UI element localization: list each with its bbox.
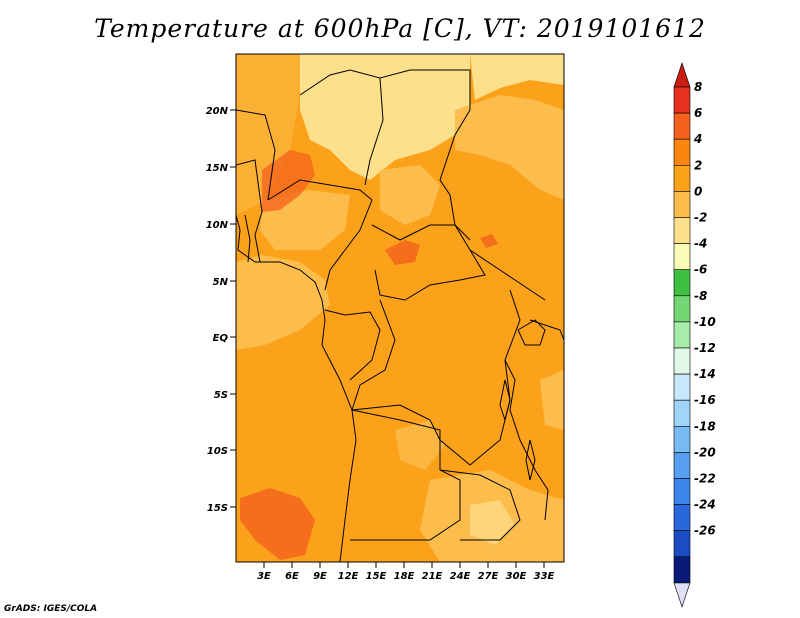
colorbar-label: -12 <box>694 341 716 355</box>
colorbar-label: -2 <box>694 211 707 225</box>
field-dark-orange-namibia <box>240 488 315 560</box>
lon-label-9e: 9E <box>313 571 327 582</box>
colorbar-swatch <box>673 191 691 218</box>
grads-credit: GrADS: IGES/COLA <box>4 604 98 614</box>
colorbar-label: 0 <box>694 184 702 198</box>
lat-label-20n: 20N <box>206 106 229 117</box>
colorbar-label: -8 <box>694 289 707 303</box>
border-chad-sudan <box>439 109 471 241</box>
field-dark-orange-car <box>385 240 420 265</box>
colorbar-label: 4 <box>693 132 702 146</box>
border-gabon-congo <box>324 309 381 381</box>
field-dark-orange-west <box>262 150 315 212</box>
colorbar-swatch <box>673 217 691 244</box>
colorbar-label: -18 <box>694 419 716 433</box>
colorbar-swatch <box>673 530 691 558</box>
colorbar-swatch <box>673 504 691 532</box>
colorbar-swatch <box>673 373 691 401</box>
border-benin-togo <box>244 214 251 263</box>
field-light-orange-angola <box>395 420 445 470</box>
field-yellow-southeast <box>470 500 515 545</box>
border-kenya-tanzania <box>529 319 564 341</box>
lake-tanganyika <box>499 379 511 422</box>
lat-label-15n: 15N <box>206 163 229 174</box>
colorbar-label: 8 <box>694 80 702 94</box>
colorbar-label: -26 <box>694 524 716 538</box>
country-borders <box>236 69 564 562</box>
colorbar-swatch <box>673 425 691 453</box>
colorbar-top-arrow <box>673 62 691 88</box>
colorbar-swatch <box>673 399 691 427</box>
lat-label-10s: 10S <box>207 446 228 457</box>
colorbar-swatch <box>673 112 691 140</box>
colorbar: 8 6 4 2 0 -2 -4 -6 -8 -10 -12 -14 -16 -18 -20 -22 -24 -26 <box>673 62 716 608</box>
coastline-west <box>236 214 357 562</box>
lon-label-27e: 27E <box>478 571 499 582</box>
lat-label-5s: 5S <box>214 390 228 401</box>
border-sudan-south <box>469 249 546 301</box>
colorbar-swatch <box>673 556 691 584</box>
lon-label-30e: 30E <box>506 571 527 582</box>
colorbar-label: -6 <box>694 263 707 277</box>
colorbar-label: -4 <box>694 237 707 251</box>
border-west-africa-2 <box>236 159 263 263</box>
colorbar-swatch <box>673 269 691 297</box>
lat-label-15s: 15S <box>207 503 228 514</box>
lat-ticks: 20N 15N 10N 5N EQ 5S 10S 15S <box>206 106 236 514</box>
border-angola <box>350 409 461 541</box>
lat-label-5n: 5N <box>213 277 229 288</box>
border-west-africa <box>236 109 276 201</box>
border-drc <box>351 289 521 466</box>
lon-label-21e: 21E <box>422 571 443 582</box>
colorbar-swatch <box>673 347 691 375</box>
colorbar-swatch <box>673 243 691 271</box>
field-yellow-north <box>300 54 470 180</box>
lon-label-24e: 24E <box>450 571 471 582</box>
lat-label-10n: 10N <box>206 220 229 231</box>
colorbar-swatch <box>673 165 691 192</box>
lat-label-eq: EQ <box>213 333 229 344</box>
colorbar-label: 6 <box>694 106 702 120</box>
colorbar-swatch <box>673 321 691 349</box>
field-yellow-north-east <box>470 54 564 100</box>
colorbar-swatch <box>673 295 691 323</box>
border-niger-nigeria <box>267 179 373 201</box>
map-title: Temperature at 600hPa [C], VT: 201910161… <box>94 14 706 43</box>
field-light-orange-gulf <box>236 255 330 350</box>
lon-ticks: 3E 6E 9E 12E 15E 18E 21E 24E 27E 30E 33E <box>257 562 555 582</box>
lon-label-3e: 3E <box>257 571 271 582</box>
colorbar-bottom-arrow <box>673 582 691 608</box>
field-light-orange-chad <box>380 165 440 225</box>
colorbar-swatch <box>673 138 691 166</box>
field-light-orange-sudan <box>455 95 564 200</box>
colorbar-label: 2 <box>694 158 702 172</box>
lake-victoria <box>517 319 546 346</box>
lon-label-18e: 18E <box>394 571 415 582</box>
lon-label-12e: 12E <box>338 571 359 582</box>
colorbar-label: -10 <box>694 315 716 329</box>
lon-label-15e: 15E <box>366 571 387 582</box>
border-car <box>371 224 486 301</box>
colorbar-swatch <box>673 452 691 479</box>
field-dark-orange-sudan <box>480 234 498 248</box>
lon-label-6e: 6E <box>285 571 299 582</box>
map-frame <box>235 53 565 563</box>
lon-label-33e: 33E <box>534 571 555 582</box>
colorbar-swatch <box>673 478 691 505</box>
colorbar-swatch <box>673 86 691 114</box>
border-east-lakes <box>504 359 549 521</box>
field-light-orange-east <box>540 370 564 430</box>
border-zambia <box>439 469 521 541</box>
temperature-field <box>236 54 564 562</box>
colorbar-label: -14 <box>694 367 716 381</box>
colorbar-label: -20 <box>694 445 716 459</box>
colorbar-label: -22 <box>694 472 716 486</box>
border-nigeria-cameroon <box>324 199 373 291</box>
border-libya <box>379 69 471 110</box>
colorbar-label: -16 <box>694 393 716 407</box>
field-light-orange-west <box>236 54 330 215</box>
lake-malawi <box>525 439 536 481</box>
colorbar-label: -24 <box>694 498 716 512</box>
